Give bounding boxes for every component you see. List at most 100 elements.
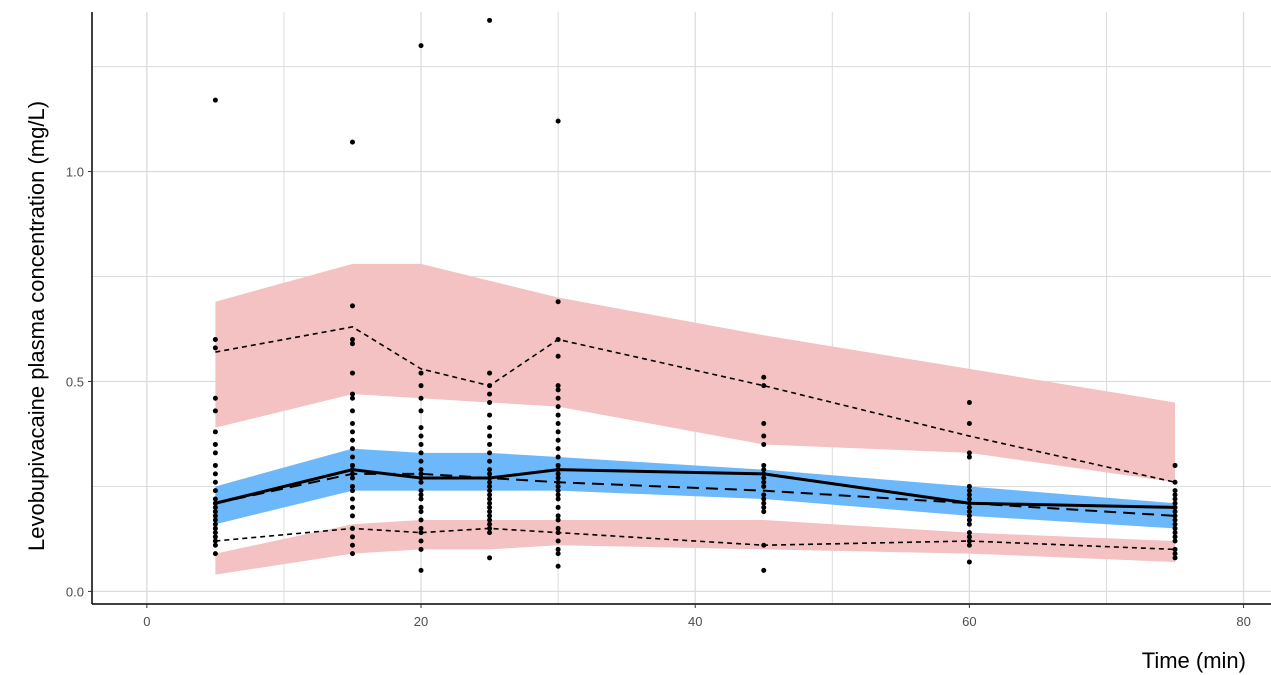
data-point bbox=[966, 517, 972, 523]
data-point bbox=[761, 483, 767, 489]
data-point bbox=[418, 517, 424, 523]
data-point bbox=[487, 458, 493, 464]
y-tick-label: 0.5 bbox=[66, 374, 84, 389]
band-lower-percentile-ci bbox=[215, 520, 1176, 575]
data-point bbox=[418, 479, 424, 485]
data-point bbox=[418, 471, 424, 477]
data-point bbox=[418, 567, 424, 573]
percentile-lines bbox=[215, 326, 1176, 551]
data-point bbox=[555, 479, 561, 485]
data-point bbox=[349, 420, 355, 426]
data-point bbox=[966, 500, 972, 506]
data-point bbox=[349, 408, 355, 414]
data-point bbox=[212, 471, 218, 477]
data-point bbox=[349, 370, 355, 376]
data-point bbox=[1172, 500, 1178, 506]
data-point bbox=[418, 492, 424, 498]
data-point bbox=[349, 475, 355, 481]
data-point bbox=[349, 336, 355, 342]
data-point bbox=[555, 538, 561, 544]
data-point bbox=[418, 441, 424, 447]
data-point bbox=[555, 475, 561, 481]
data-point bbox=[212, 534, 218, 540]
data-point bbox=[349, 467, 355, 473]
data-point bbox=[1172, 530, 1178, 536]
x-tick-label: 20 bbox=[414, 614, 428, 629]
data-point bbox=[555, 546, 561, 552]
data-point bbox=[555, 454, 561, 460]
data-point bbox=[555, 299, 561, 305]
line-observed-upper-percentile bbox=[215, 326, 1176, 484]
data-point bbox=[761, 374, 767, 380]
data-point bbox=[349, 395, 355, 401]
data-point bbox=[487, 399, 493, 405]
line-observed-lower-percentile bbox=[215, 527, 1176, 551]
data-point bbox=[487, 492, 493, 498]
data-point bbox=[349, 525, 355, 531]
data-point bbox=[212, 542, 218, 548]
data-point bbox=[212, 504, 218, 510]
data-point bbox=[212, 395, 218, 401]
data-point bbox=[418, 43, 424, 49]
data-point bbox=[966, 534, 972, 540]
data-point bbox=[555, 429, 561, 435]
data-point bbox=[487, 483, 493, 489]
data-point bbox=[487, 555, 493, 561]
data-point bbox=[555, 488, 561, 494]
data-point bbox=[349, 303, 355, 309]
data-point bbox=[1172, 546, 1178, 552]
data-point bbox=[555, 353, 561, 359]
data-point bbox=[966, 538, 972, 544]
data-point bbox=[487, 488, 493, 494]
data-point bbox=[349, 437, 355, 443]
data-point bbox=[761, 383, 767, 389]
data-point bbox=[349, 488, 355, 494]
data-point bbox=[555, 404, 561, 410]
data-point bbox=[487, 391, 493, 397]
y-tick-label: 1.0 bbox=[66, 165, 84, 180]
data-point bbox=[487, 530, 493, 536]
x-tick-label: 60 bbox=[962, 614, 976, 629]
data-point bbox=[418, 383, 424, 389]
data-point bbox=[966, 492, 972, 498]
data-point bbox=[555, 336, 561, 342]
axes bbox=[91, 12, 1271, 605]
data-point bbox=[966, 542, 972, 548]
data-point bbox=[1172, 492, 1178, 498]
data-point bbox=[349, 504, 355, 510]
data-point bbox=[418, 370, 424, 376]
data-point bbox=[349, 542, 355, 548]
data-point bbox=[1172, 479, 1178, 485]
data-point bbox=[212, 525, 218, 531]
data-point bbox=[966, 483, 972, 489]
data-point bbox=[487, 471, 493, 477]
data-point bbox=[761, 433, 767, 439]
data-point bbox=[212, 500, 218, 506]
data-point bbox=[212, 530, 218, 536]
data-point bbox=[487, 450, 493, 456]
y-tick-label: 0.0 bbox=[66, 584, 84, 599]
data-point bbox=[966, 420, 972, 426]
data-point bbox=[761, 509, 767, 515]
line-observed-median bbox=[215, 468, 1176, 509]
data-point bbox=[349, 391, 355, 397]
data-point bbox=[761, 420, 767, 426]
data-point bbox=[487, 500, 493, 506]
data-point bbox=[349, 139, 355, 145]
data-point bbox=[487, 441, 493, 447]
data-point bbox=[487, 504, 493, 510]
data-point bbox=[349, 471, 355, 477]
data-point bbox=[966, 521, 972, 527]
data-point bbox=[418, 530, 424, 536]
x-tick-label: 0 bbox=[143, 614, 150, 629]
data-point bbox=[761, 492, 767, 498]
data-point bbox=[487, 433, 493, 439]
data-point bbox=[487, 509, 493, 515]
data-point bbox=[555, 462, 561, 468]
data-point bbox=[966, 488, 972, 494]
data-point bbox=[212, 429, 218, 435]
data-point bbox=[555, 383, 561, 389]
data-point bbox=[487, 467, 493, 473]
data-point bbox=[212, 462, 218, 468]
